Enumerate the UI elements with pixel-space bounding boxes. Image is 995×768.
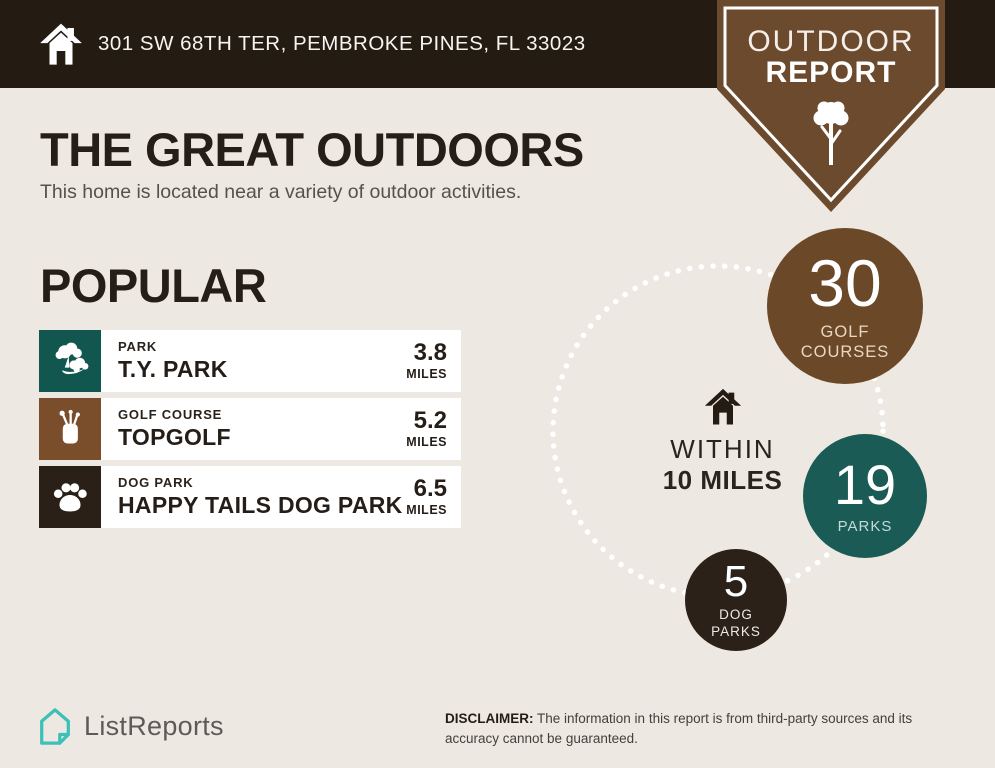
item-distance: 3.8 [413, 339, 447, 366]
ribbon-line1: OUTDOOR [747, 25, 915, 58]
list-item-park: PARK T.Y. PARK 3.8 MILES [39, 330, 461, 392]
disclaimer-label: DISCLAIMER: [445, 711, 534, 726]
list-item-golf-course: GOLF COURSE TOPGOLF 5.2 MILES [39, 398, 461, 460]
item-category: PARK [118, 339, 158, 354]
item-name: HAPPY TAILS DOG PARK [118, 492, 403, 518]
parks-label: PARKS [837, 517, 893, 535]
golf-bag-icon [39, 398, 101, 460]
list-item-dog-park: DOG PARK HAPPY TAILS DOG PARK 6.5 MILES [39, 466, 461, 528]
golf-courses-count: 30 [808, 245, 882, 320]
brand-name: ListReports [84, 710, 224, 741]
item-name: T.Y. PARK [118, 356, 228, 382]
item-distance: 5.2 [413, 407, 447, 434]
parks-count: 19 [833, 452, 897, 516]
popular-heading: POPULAR [40, 259, 267, 312]
miles-label: 10 MILES [662, 465, 783, 495]
home-icon [704, 388, 741, 425]
paw-icon [39, 466, 101, 528]
item-distance: 6.5 [413, 475, 447, 502]
tree-icon [813, 101, 849, 165]
park-trees-icon [39, 330, 101, 392]
dog-parks-bubble: 5 DOG PARKS [685, 549, 787, 651]
listreports-brand: ListReports [36, 705, 224, 747]
item-distance-unit: MILES [406, 435, 447, 449]
item-category: GOLF COURSE [118, 407, 223, 422]
outdoor-report-badge: OUTDOOR REPORT [717, 0, 945, 212]
parks-bubble: 19 PARKS [803, 434, 927, 558]
item-distance-unit: MILES [406, 367, 447, 381]
dog-parks-count: 5 [723, 557, 749, 607]
page-title: THE GREAT OUTDOORS [40, 123, 584, 176]
popular-list: PARK T.Y. PARK 3.8 MILES [39, 330, 461, 534]
page-subtitle: This home is located near a variety of o… [40, 181, 522, 203]
golf-courses-bubble: 30 GOLF COURSES [767, 228, 923, 384]
item-category: DOG PARK [118, 475, 194, 490]
golf-courses-label: GOLF COURSES [800, 322, 890, 361]
property-address: 301 SW 68TH TER, PEMBROKE PINES, FL 3302… [98, 32, 586, 55]
item-distance-unit: MILES [406, 503, 447, 517]
dog-parks-label: DOG PARKS [711, 607, 761, 639]
item-name: TOPGOLF [118, 424, 231, 450]
within-label: WITHIN [670, 434, 775, 464]
listreports-house-icon [40, 708, 70, 745]
radius-center-label: WITHIN 10 MILES [640, 387, 805, 496]
disclaimer: DISCLAIMER: The information in this repo… [445, 709, 960, 750]
home-icon [40, 23, 82, 65]
disclaimer-text: The information in this report is from t… [445, 711, 913, 747]
ribbon-line2: REPORT [765, 56, 897, 89]
